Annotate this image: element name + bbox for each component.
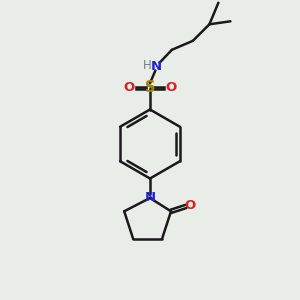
Text: O: O <box>124 81 135 94</box>
Text: H: H <box>142 58 152 72</box>
Text: S: S <box>145 80 155 95</box>
Text: N: N <box>144 191 156 205</box>
Text: N: N <box>151 60 162 73</box>
Text: O: O <box>184 199 196 212</box>
Text: O: O <box>165 81 176 94</box>
